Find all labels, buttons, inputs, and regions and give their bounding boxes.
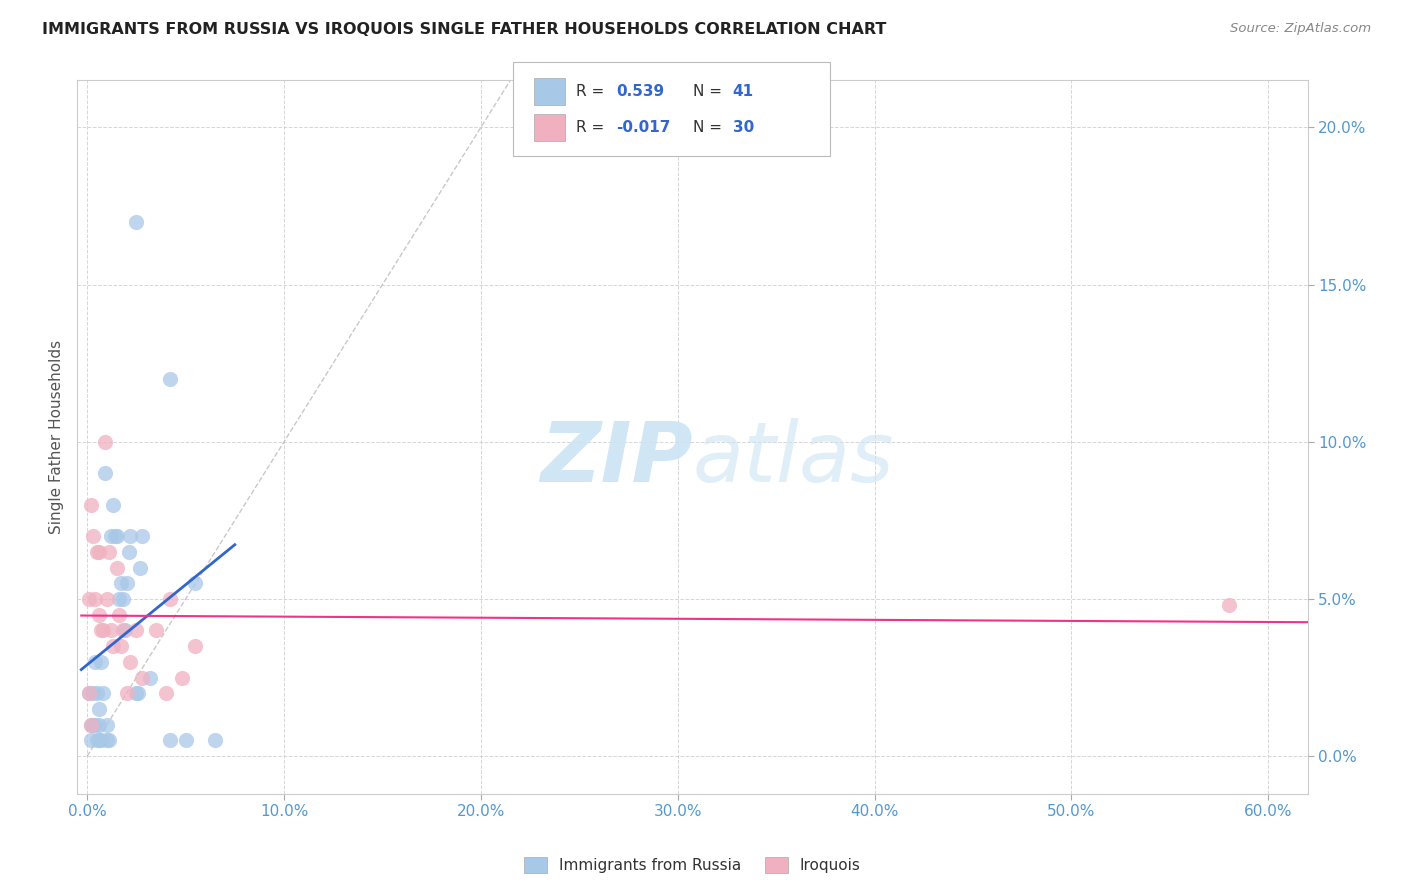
Point: [77, 686, 100, 700]
Point: [127, 686, 149, 700]
Text: R =: R =: [576, 120, 610, 135]
Point: [80, 717, 103, 731]
Point: [87, 702, 110, 716]
Point: [82, 717, 104, 731]
Point: [145, 624, 167, 638]
Point: [101, 639, 124, 653]
Text: ZIP: ZIP: [540, 418, 693, 499]
Point: [86, 686, 108, 700]
Point: [107, 607, 129, 622]
Point: [82, 529, 104, 543]
Point: [110, 639, 132, 653]
Point: [91, 686, 114, 700]
Point: [115, 686, 138, 700]
Text: N =: N =: [693, 120, 727, 135]
Point: [87, 545, 110, 559]
Text: IMMIGRANTS FROM RUSSIA VS IROQUOIS SINGLE FATHER HOUSEHOLDS CORRELATION CHART: IMMIGRANTS FROM RUSSIA VS IROQUOIS SINGL…: [42, 22, 887, 37]
Point: [184, 639, 207, 653]
Point: [87, 717, 110, 731]
Point: [100, 624, 122, 638]
Point: [97, 545, 120, 559]
Point: [117, 545, 139, 559]
Point: [96, 591, 118, 606]
Text: 41: 41: [733, 85, 754, 99]
Text: atlas: atlas: [693, 418, 894, 499]
Point: [159, 591, 181, 606]
Point: [104, 529, 127, 543]
Point: [184, 576, 207, 591]
Point: [96, 733, 118, 747]
Point: [82, 686, 104, 700]
Point: [155, 686, 177, 700]
Point: [87, 733, 110, 747]
Text: 0.539: 0.539: [616, 85, 664, 99]
Text: R =: R =: [576, 85, 610, 99]
Point: [159, 733, 181, 747]
Text: Source: ZipAtlas.com: Source: ZipAtlas.com: [1230, 22, 1371, 36]
Text: -0.017: -0.017: [616, 120, 671, 135]
Point: [159, 372, 181, 386]
Point: [107, 591, 129, 606]
Point: [100, 529, 122, 543]
Legend: Immigrants from Russia, Iroquois: Immigrants from Russia, Iroquois: [519, 851, 866, 879]
Point: [174, 733, 197, 747]
Point: [1218, 599, 1240, 613]
Point: [110, 576, 132, 591]
Point: [125, 686, 148, 700]
Point: [97, 733, 120, 747]
Point: [90, 655, 112, 669]
Point: [131, 529, 153, 543]
Point: [87, 607, 110, 622]
Point: [84, 717, 107, 731]
Point: [94, 467, 117, 481]
Point: [170, 671, 193, 685]
Point: [90, 733, 112, 747]
Point: [80, 717, 103, 731]
Point: [96, 717, 118, 731]
Text: N =: N =: [693, 85, 727, 99]
Point: [139, 671, 162, 685]
Point: [80, 498, 103, 512]
Point: [86, 545, 108, 559]
Point: [111, 591, 134, 606]
Point: [120, 529, 142, 543]
Point: [86, 733, 108, 747]
Point: [114, 624, 136, 638]
Point: [101, 498, 124, 512]
Y-axis label: Single Father Households: Single Father Households: [49, 340, 65, 534]
Text: 30: 30: [733, 120, 754, 135]
Point: [120, 655, 142, 669]
Point: [105, 529, 128, 543]
Point: [94, 434, 117, 449]
Point: [77, 686, 100, 700]
Point: [125, 624, 148, 638]
Point: [115, 576, 138, 591]
Point: [91, 624, 114, 638]
Point: [129, 560, 152, 574]
Point: [84, 655, 107, 669]
Point: [90, 624, 112, 638]
Point: [125, 215, 148, 229]
Point: [204, 733, 226, 747]
Point: [77, 591, 100, 606]
Point: [84, 591, 107, 606]
Point: [131, 671, 153, 685]
Point: [105, 560, 128, 574]
Point: [111, 624, 134, 638]
Point: [80, 733, 103, 747]
